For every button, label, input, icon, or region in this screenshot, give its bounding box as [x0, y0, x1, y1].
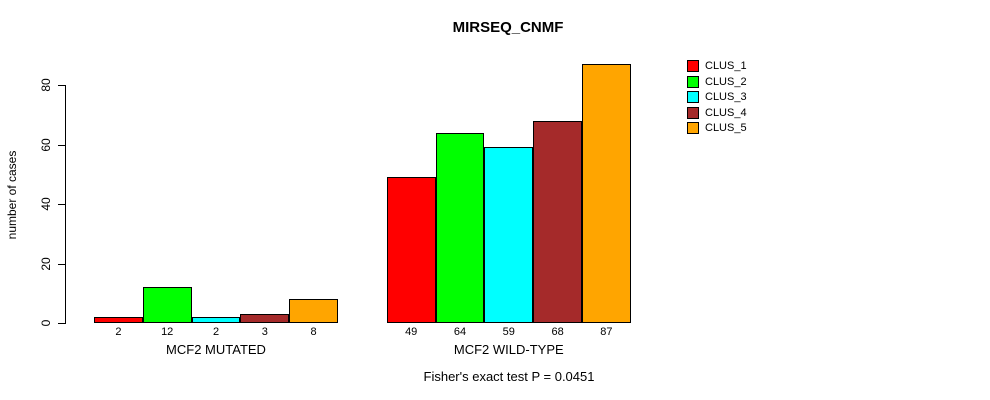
y-tick-mark — [58, 85, 65, 86]
y-tick-label: 0 — [39, 319, 53, 327]
y-tick-mark — [58, 144, 65, 146]
y-tick-mark — [58, 263, 65, 265]
bar-value-label: 2 — [115, 326, 122, 338]
y-tick-label: 20 — [39, 256, 53, 271]
bar-value-label: 87 — [600, 326, 613, 338]
bar-value-label: 68 — [551, 326, 564, 338]
bar-value-label: 2 — [212, 326, 220, 338]
bar-value-label: 12 — [161, 326, 174, 338]
bar — [289, 299, 338, 323]
y-tick-mark — [58, 323, 65, 324]
legend-label: CLUS_2 — [705, 75, 747, 88]
legend-entry: CLUS_5 — [687, 122, 747, 134]
legend-entry: CLUS_4 — [687, 106, 747, 119]
bar — [94, 317, 143, 323]
legend-entry: CLUS_3 — [687, 91, 747, 103]
bar-value-label: 49 — [405, 326, 418, 338]
legend: CLUS_1 CLUS_2 CLUS_3 CLUS_4 CLUS_5 — [687, 60, 747, 138]
legend-color-swatch — [687, 106, 699, 119]
y-tick-label: 80 — [39, 78, 53, 92]
bar — [435, 132, 485, 323]
legend-label: CLUS_4 — [705, 106, 747, 119]
bar — [484, 147, 534, 323]
legend-entry: CLUS_2 — [687, 75, 747, 88]
y-tick-label: 40 — [39, 197, 53, 211]
bar — [142, 287, 192, 323]
bar — [191, 317, 241, 323]
y-axis-line — [65, 85, 66, 324]
legend-label: CLUS_1 — [705, 60, 747, 72]
bar — [386, 177, 436, 323]
bar-value-label: 64 — [453, 326, 467, 338]
y-tick-label: 60 — [39, 137, 53, 152]
legend-color-swatch — [687, 75, 699, 88]
bar-value-label: 8 — [310, 326, 317, 338]
bar-value-label: 3 — [261, 326, 268, 338]
y-tick-mark — [58, 204, 65, 205]
legend-label: CLUS_3 — [705, 91, 747, 103]
legend-color-swatch — [687, 60, 699, 72]
y-axis-label: number of cases — [5, 150, 19, 240]
bar — [240, 314, 290, 323]
legend-color-swatch — [687, 122, 699, 134]
bar — [582, 64, 631, 323]
bar — [533, 120, 582, 323]
chart-title: MIRSEQ_CNMF — [452, 19, 564, 36]
legend-entry: CLUS_1 — [687, 60, 747, 72]
legend-label: CLUS_5 — [705, 122, 747, 134]
group-label: MCF2 MUTATED — [166, 342, 266, 357]
group-label: MCF2 WILD-TYPE — [453, 342, 564, 357]
bar-value-label: 59 — [502, 326, 515, 338]
legend-color-swatch — [687, 91, 699, 103]
subtitle-fisher-test: Fisher's exact test P = 0.0451 — [423, 369, 595, 384]
